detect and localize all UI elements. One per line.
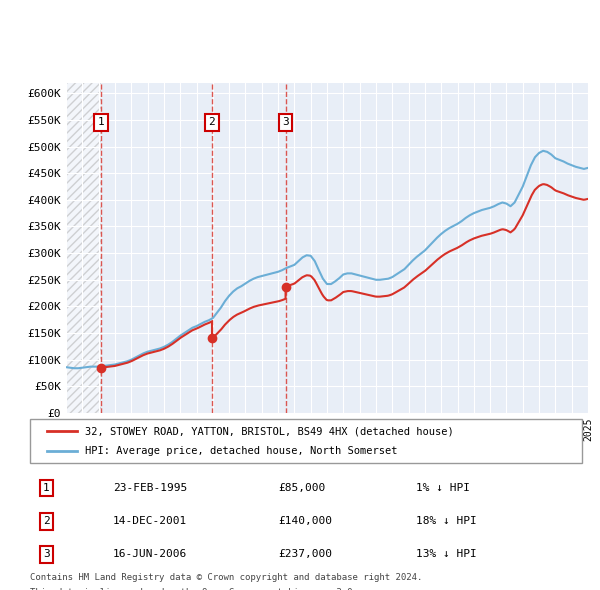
Text: 16-JUN-2006: 16-JUN-2006: [113, 549, 187, 559]
Text: 18% ↓ HPI: 18% ↓ HPI: [416, 516, 477, 526]
Text: 32, STOWEY ROAD, YATTON, BRISTOL, BS49 4HX (detached house): 32, STOWEY ROAD, YATTON, BRISTOL, BS49 4…: [85, 427, 454, 436]
Text: 14-DEC-2001: 14-DEC-2001: [113, 516, 187, 526]
Text: 3: 3: [43, 549, 50, 559]
Bar: [66, 83, 101, 413]
Text: 13% ↓ HPI: 13% ↓ HPI: [416, 549, 477, 559]
FancyBboxPatch shape: [30, 419, 582, 463]
Text: £140,000: £140,000: [278, 516, 332, 526]
Text: 1: 1: [43, 483, 50, 493]
Text: Contains HM Land Registry data © Crown copyright and database right 2024.: Contains HM Land Registry data © Crown c…: [30, 573, 422, 582]
Text: This data is licensed under the Open Government Licence v3.0.: This data is licensed under the Open Gov…: [30, 588, 358, 590]
Text: 2: 2: [209, 117, 215, 127]
Text: £237,000: £237,000: [278, 549, 332, 559]
Text: £85,000: £85,000: [278, 483, 326, 493]
Text: 3: 3: [282, 117, 289, 127]
Text: 2: 2: [43, 516, 50, 526]
Bar: [66, 83, 98, 413]
Text: HPI: Average price, detached house, North Somerset: HPI: Average price, detached house, Nort…: [85, 446, 398, 455]
Text: 23-FEB-1995: 23-FEB-1995: [113, 483, 187, 493]
Text: 1: 1: [98, 117, 104, 127]
Text: 1% ↓ HPI: 1% ↓ HPI: [416, 483, 470, 493]
